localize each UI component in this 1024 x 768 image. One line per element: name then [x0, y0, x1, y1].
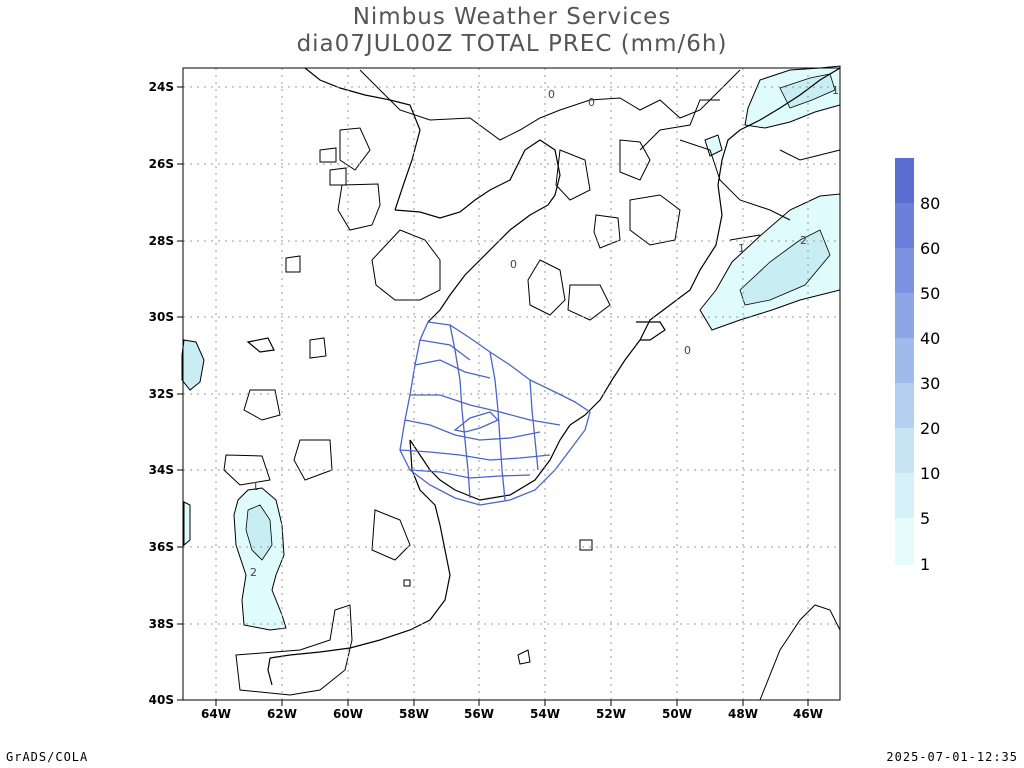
lat-tick-label: 36S: [149, 540, 174, 554]
lon-tick-label: 62W: [267, 707, 297, 721]
contour-label: 2: [800, 234, 807, 247]
precip-area-edge: [183, 501, 191, 547]
lat-tick-label: 28S: [149, 234, 174, 248]
contour-label: 1: [738, 242, 745, 255]
contour-label: 1: [252, 480, 259, 493]
lon-tick-label: 52W: [596, 707, 626, 721]
legend-label: 5: [920, 509, 930, 528]
lon-tick-label: 50W: [662, 707, 692, 721]
legend-label: 40: [920, 329, 940, 348]
legend-label: 30: [920, 374, 940, 393]
plot-area: 0 0 0 0 1 2 1 2 1: [181, 65, 841, 701]
precip-core-east: [739, 229, 831, 306]
legend-label: 50: [920, 284, 940, 303]
contour-label: 0: [684, 344, 691, 357]
lat-tick-label: 24S: [149, 80, 174, 94]
lon-tick-label: 46W: [793, 707, 823, 721]
lon-tick-label: 64W: [201, 707, 231, 721]
contour-label: 1: [832, 84, 839, 97]
lat-axis: 24S 26S 28S 30S 32S 34S 36S 38S 40S: [149, 80, 183, 707]
contour-label: 0: [510, 258, 517, 271]
legend-label: 80: [920, 194, 940, 213]
coastline: [246, 67, 841, 686]
lon-axis: 64W 62W 60W 58W 56W 54W 52W 50W 48W 46W: [201, 700, 823, 721]
legend-swatch: [895, 293, 914, 338]
contour-label: 2: [250, 566, 257, 579]
lon-tick-label: 48W: [728, 707, 758, 721]
lat-tick-label: 32S: [149, 387, 174, 401]
precip-core-west: [245, 504, 273, 561]
map-subtitle: dia07JUL00Z TOTAL PREC (mm/6h): [296, 31, 728, 57]
lat-tick-label: 30S: [149, 310, 174, 324]
legend-label: 1: [920, 555, 930, 574]
legend-swatch: [895, 473, 914, 518]
zero-contours: [223, 69, 841, 701]
lon-tick-label: 60W: [333, 707, 363, 721]
legend-swatch: [895, 203, 914, 248]
lat-tick-label: 38S: [149, 617, 174, 631]
lat-tick-label: 26S: [149, 157, 174, 171]
legend-label: 60: [920, 239, 940, 258]
legend-label: 20: [920, 419, 940, 438]
lon-tick-label: 56W: [464, 707, 494, 721]
legend-swatch: [895, 428, 914, 473]
legend-swatch: [895, 158, 914, 203]
lon-tick-label: 54W: [530, 707, 560, 721]
legend-swatch: [895, 383, 914, 428]
timestamp: 2025-07-01-12:35: [886, 750, 1018, 764]
contour-label: 0: [588, 96, 595, 109]
contour-label: 0: [548, 88, 555, 101]
precip-area-far-west: [181, 339, 205, 391]
lon-tick-label: 58W: [399, 707, 429, 721]
precip-area-northeast-small: [704, 134, 723, 157]
grid-lines: [183, 68, 840, 700]
software-credit: GrADS/COLA: [6, 750, 89, 764]
state-borders: [399, 321, 591, 506]
legend-swatch: [895, 518, 914, 565]
legend-label: 10: [920, 464, 940, 483]
map-title: Nimbus Weather Services: [352, 4, 672, 30]
legend-swatch: [895, 338, 914, 383]
lat-tick-label: 40S: [149, 693, 174, 707]
legend-swatch: [895, 248, 914, 293]
lat-tick-label: 34S: [149, 463, 174, 477]
color-legend: 80 60 50 40 30 20 10 5 1: [895, 158, 940, 574]
